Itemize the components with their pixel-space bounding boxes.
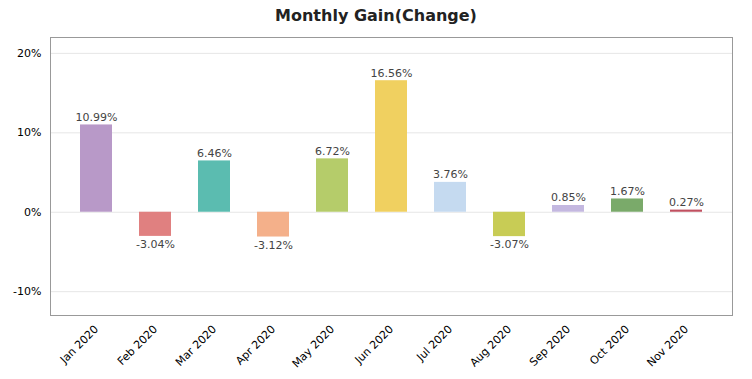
svg-text:20%: 20% [17,47,41,60]
html-text:Monthly Gain(Change): Monthly Gain(Change) [275,6,477,25]
svg-text:10%: 10% [17,126,41,139]
svg-text:-3.07%: -3.07% [490,238,529,251]
svg-text:6.46%: 6.46% [197,147,232,160]
svg-text:Jan 2020: Jan 2020 [57,323,101,367]
svg-text:1.67%: 1.67% [610,185,645,198]
svg-text:-3.04%: -3.04% [136,238,175,251]
svg-text:Apr 2020: Apr 2020 [233,323,278,368]
svg-text:Nov 2020: Nov 2020 [644,323,691,370]
svg-text:Mar 2020: Mar 2020 [173,323,219,369]
svg-text:Jun 2020: Jun 2020 [352,323,396,367]
svg-text:Oct 2020: Oct 2020 [587,323,632,368]
svg-text:3.76%: 3.76% [433,168,468,181]
svg-text:-3.12%: -3.12% [254,239,293,252]
svg-text:6.72%: 6.72% [315,145,350,158]
svg-text:Aug 2020: Aug 2020 [467,323,514,370]
svg-text:16.56%: 16.56% [371,67,413,80]
svg-text:Sep 2020: Sep 2020 [527,323,573,369]
svg-text:10.99%: 10.99% [76,111,118,124]
svg-text:0.27%: 0.27% [669,196,704,209]
svg-text:0%: 0% [24,206,41,219]
svg-text:Jul 2020: Jul 2020 [414,323,456,365]
svg-text:-10%: -10% [13,285,41,298]
svg-text:Feb 2020: Feb 2020 [115,323,160,368]
svg-text:May 2020: May 2020 [290,323,338,371]
svg-text:0.85%: 0.85% [551,191,586,204]
